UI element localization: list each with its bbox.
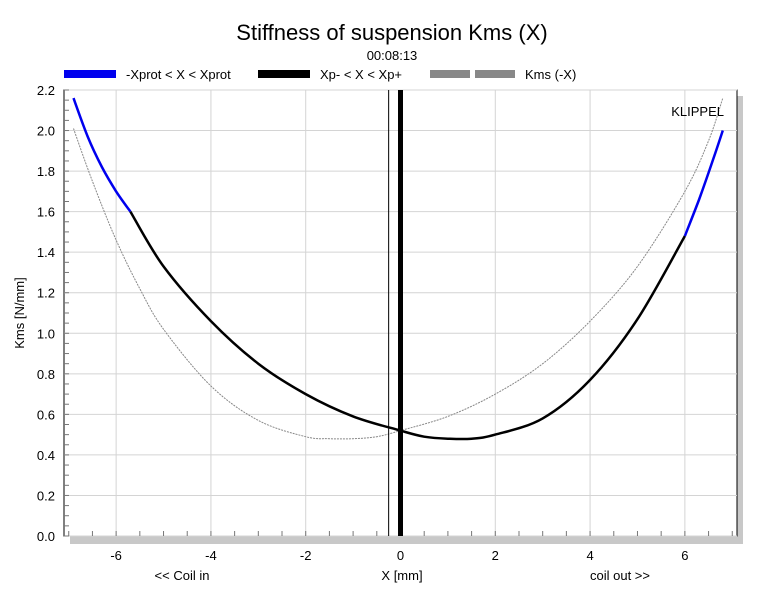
series-line-2	[683, 130, 724, 237]
x-tick-label: -4	[205, 548, 217, 563]
y-minor-ticks	[64, 89, 733, 537]
y-tick-label: 2.0	[37, 124, 55, 139]
x-tick-label: -2	[300, 548, 312, 563]
klippel-watermark: KLIPPEL	[671, 104, 724, 119]
y-tick-label: 1.0	[37, 326, 55, 341]
legend-swatch	[430, 70, 470, 78]
legend-label: Xp- < X < Xp+	[320, 67, 402, 82]
y-tick-label: 0.6	[37, 407, 55, 422]
zero-lines	[388, 90, 403, 536]
y-tick-label: 1.4	[37, 245, 55, 260]
chart-title: Stiffness of suspension Kms (X)	[236, 20, 547, 45]
y-tick-labels: 0.0 0.2 0.4 0.6 0.8 1.0 1.2 1.4 1.6 1.8 2.0 2.2	[37, 83, 55, 544]
x-tick-label: 4	[586, 548, 593, 563]
x-tick-label: 0	[397, 548, 404, 563]
chart-subtitle: 00:08:13	[367, 48, 418, 63]
x-tick-label: 2	[492, 548, 499, 563]
y-tick-label: 0.0	[37, 529, 55, 544]
series-line-1	[129, 210, 686, 441]
legend-label: Kms (-X)	[525, 67, 576, 82]
y-tick-label: 2.2	[37, 83, 55, 98]
y-tick-label: 0.2	[37, 488, 55, 503]
series-line-0	[72, 97, 132, 213]
legend-label: -Xprot < X < Xprot	[126, 67, 231, 82]
series-line-3	[73, 97, 724, 440]
x-tick-labels: -6 -4 -2 0 2 4 6	[110, 548, 688, 563]
legend: -Xprot < X < Xprot Xp- < X < Xp+ Kms (-X)	[64, 67, 576, 82]
y-tick-label: 1.6	[37, 205, 55, 220]
y-tick-label: 1.8	[37, 164, 55, 179]
y-tick-label: 1.2	[37, 286, 55, 301]
x-tick-label: 6	[681, 548, 688, 563]
x-axis-label: X [mm]	[381, 568, 422, 583]
legend-swatch	[64, 70, 116, 78]
y-tick-label: 0.4	[37, 448, 55, 463]
x-tick-label: -6	[110, 548, 122, 563]
plot-shadow	[737, 96, 743, 544]
legend-swatch	[475, 70, 515, 78]
series-group	[72, 97, 724, 441]
plot-shadow-bottom	[70, 536, 743, 544]
y-tick-label: 0.8	[37, 367, 55, 382]
y-axis-label: Kms [N/mm]	[12, 277, 27, 349]
legend-swatch	[258, 70, 310, 78]
x-axis-label-left: << Coil in	[155, 568, 210, 583]
x-axis-label-right: coil out >>	[590, 568, 650, 583]
